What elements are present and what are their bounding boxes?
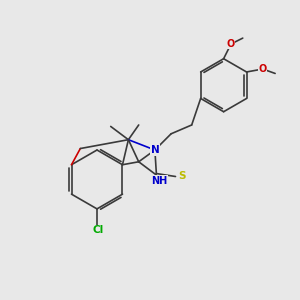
- Text: NH: NH: [151, 176, 167, 186]
- Text: O: O: [258, 64, 266, 74]
- Text: O: O: [226, 39, 235, 49]
- Text: S: S: [178, 172, 186, 182]
- Text: Cl: Cl: [93, 225, 104, 236]
- Text: N: N: [151, 145, 159, 155]
